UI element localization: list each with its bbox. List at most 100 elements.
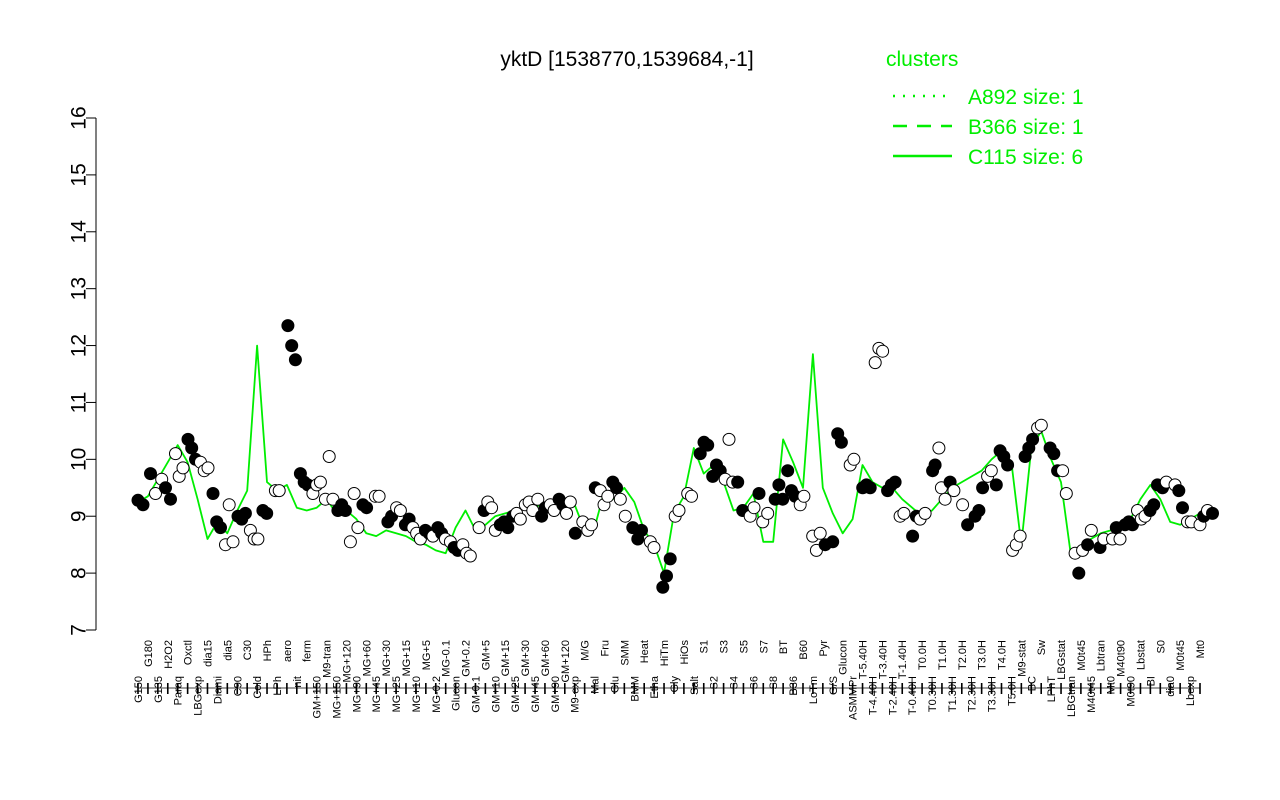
x-tick-label: HiOs bbox=[679, 640, 691, 665]
y-tick-label: 13 bbox=[68, 277, 91, 300]
x-tick-label: LBGexp bbox=[193, 676, 205, 716]
data-point bbox=[731, 475, 745, 489]
x-tick-label: T1.0H bbox=[937, 640, 949, 670]
x-tick-label: Lbexp bbox=[1185, 676, 1197, 706]
x-tick-label: MG+120 bbox=[341, 640, 353, 683]
x-tick-label: dia5 bbox=[222, 640, 234, 661]
data-point bbox=[613, 492, 627, 506]
data-point bbox=[568, 526, 582, 540]
x-tick-label: GM+25 bbox=[510, 676, 522, 712]
data-point bbox=[285, 339, 299, 353]
data-point bbox=[647, 541, 661, 554]
x-tick-label: T-1.40H bbox=[897, 640, 909, 679]
data-point bbox=[888, 475, 902, 489]
x-tick-label: Salt bbox=[689, 676, 701, 695]
x-tick-label: MG-0.2 bbox=[431, 676, 443, 713]
y-tick-label: 15 bbox=[68, 163, 91, 186]
data-point bbox=[693, 447, 707, 461]
data-point bbox=[984, 464, 998, 478]
x-tick-label: ASMMPr bbox=[848, 676, 860, 720]
y-tick-label: 12 bbox=[68, 334, 91, 357]
data-point bbox=[834, 435, 848, 449]
y-tick-label: 14 bbox=[68, 220, 91, 244]
x-tick-label: T1.30H bbox=[947, 676, 959, 712]
x-tick-label: HiTm bbox=[659, 640, 671, 666]
marker-layer bbox=[131, 319, 1219, 594]
data-point bbox=[144, 467, 157, 481]
x-tick-label: Glucon bbox=[451, 676, 463, 711]
data-point bbox=[222, 498, 236, 512]
data-point bbox=[338, 504, 352, 517]
data-point bbox=[947, 484, 961, 498]
data-point bbox=[601, 489, 615, 503]
data-point bbox=[1059, 487, 1073, 500]
x-tick-label: Pyr bbox=[818, 640, 830, 657]
x-tick-label: S3 bbox=[719, 640, 731, 653]
x-tick-label: S1 bbox=[699, 640, 711, 653]
data-point bbox=[635, 523, 648, 537]
data-point bbox=[501, 521, 515, 535]
data-point bbox=[343, 535, 357, 549]
x-tick-label: Heat bbox=[639, 640, 651, 663]
y-tick-label: 9 bbox=[68, 510, 91, 522]
data-point bbox=[322, 450, 336, 463]
x-tick-label: Glucon bbox=[838, 640, 850, 675]
x-tick-label: BT bbox=[778, 640, 790, 654]
data-point bbox=[159, 481, 172, 495]
data-point bbox=[776, 492, 790, 506]
x-tick-label: S2 bbox=[709, 676, 721, 689]
x-tick-label: MG-0.1 bbox=[441, 640, 453, 677]
data-point bbox=[260, 506, 274, 520]
x-tick-label: C30 bbox=[242, 640, 254, 660]
x-tick-label: S4 bbox=[729, 676, 741, 689]
x-tick-label: MG+5 bbox=[421, 640, 433, 670]
x-tick-label: Gly bbox=[669, 676, 681, 693]
x-tick-label: M9-stat bbox=[1016, 640, 1028, 677]
x-tick-label: S0 bbox=[1155, 640, 1167, 653]
data-point bbox=[813, 526, 827, 540]
x-tick-label: aero bbox=[282, 640, 294, 662]
data-point bbox=[1113, 532, 1127, 546]
data-point bbox=[685, 489, 698, 503]
x-tick-label: LPhT bbox=[1046, 676, 1058, 703]
data-point bbox=[989, 478, 1003, 492]
x-tick-label: M0t45 bbox=[1076, 640, 1088, 671]
data-point bbox=[313, 475, 327, 489]
y-tick-label: 11 bbox=[68, 392, 91, 414]
x-tick-label: G135 bbox=[153, 676, 165, 703]
x-tick-label: GM+10 bbox=[490, 676, 502, 712]
data-point bbox=[513, 512, 527, 526]
legend-label: A892 size: 1 bbox=[968, 86, 1084, 109]
x-tick-label: T-4.40H bbox=[867, 676, 879, 715]
data-point bbox=[663, 552, 677, 566]
data-point bbox=[938, 492, 952, 506]
data-point bbox=[214, 521, 227, 535]
data-point bbox=[1056, 464, 1070, 478]
y-tick-label: 8 bbox=[68, 567, 91, 579]
data-point bbox=[781, 464, 795, 478]
data-point bbox=[672, 504, 686, 517]
data-point bbox=[906, 529, 920, 543]
x-tick-label: LBGtran bbox=[1066, 676, 1078, 717]
x-tick-label: G180 bbox=[143, 640, 155, 667]
x-tick-label: GM+120 bbox=[560, 640, 572, 683]
x-tick-label: T2.0H bbox=[957, 640, 969, 670]
x-tick-label: S8 bbox=[768, 676, 780, 689]
x-tick-label: T-0.40H bbox=[907, 676, 919, 715]
x-tick-label: GM+15 bbox=[500, 640, 512, 676]
x-tick-label: MG+30 bbox=[381, 640, 393, 676]
data-point bbox=[956, 498, 970, 512]
x-tick-label: S7 bbox=[758, 640, 770, 653]
x-tick-label: Cold bbox=[252, 676, 264, 699]
data-point bbox=[531, 492, 545, 506]
data-point bbox=[1034, 418, 1048, 432]
data-point bbox=[660, 569, 673, 583]
data-point bbox=[876, 344, 890, 358]
x-tick-label: Lbstat bbox=[1135, 640, 1147, 670]
data-point bbox=[868, 356, 882, 370]
x-tick-label: MG+25 bbox=[391, 676, 403, 712]
data-point bbox=[472, 521, 486, 535]
data-point bbox=[1001, 458, 1015, 472]
series-line-0 bbox=[137, 344, 1201, 574]
x-tick-label: Mt0 bbox=[1106, 676, 1118, 694]
